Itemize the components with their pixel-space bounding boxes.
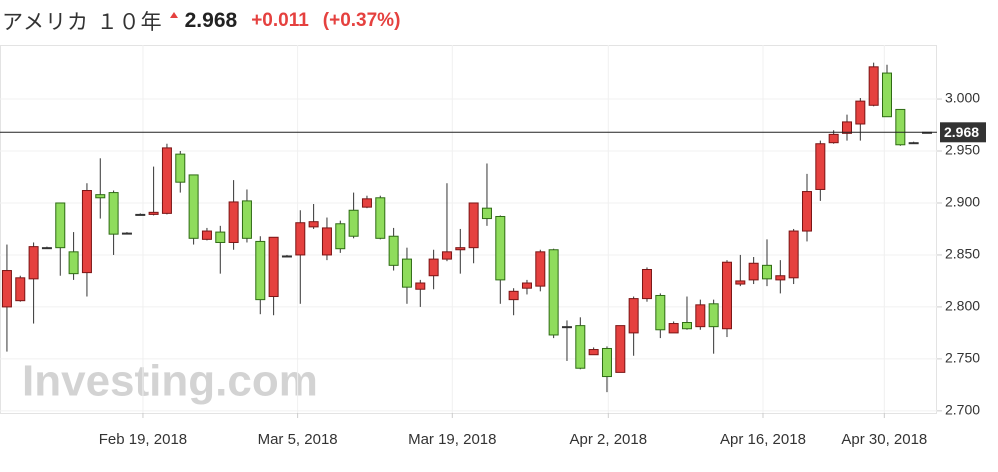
candle-body (201, 230, 212, 240)
candle-body (321, 227, 332, 256)
candle-body (641, 268, 652, 300)
candle-body (308, 221, 319, 228)
y-tick-label: 2.850 (945, 246, 980, 262)
candle-body (55, 202, 66, 249)
candle-body (28, 246, 39, 280)
candle-body (441, 251, 452, 260)
candle-body (401, 258, 412, 288)
candle-body (588, 349, 599, 356)
candle-body (108, 192, 119, 235)
last-price-box (940, 122, 986, 143)
candle-body (735, 280, 746, 285)
candle-body (1, 270, 12, 308)
candle-body (908, 142, 919, 145)
candle-body (801, 191, 812, 232)
candle-body (561, 326, 572, 329)
candle-body (255, 240, 266, 301)
y-tick-label: 2.950 (945, 142, 980, 158)
candle-body (721, 261, 732, 330)
y-tick-label: 2.700 (945, 402, 980, 418)
candle-body (188, 174, 199, 239)
header: アメリカ １０年 2.968 +0.011 (+0.37%) (2, 4, 400, 38)
candle-body (335, 223, 346, 250)
candle-body (828, 133, 839, 144)
candle-body (615, 325, 626, 373)
candle-body (895, 108, 906, 146)
candle-body (575, 325, 586, 369)
x-tick-label: Apr 2, 2018 (570, 431, 648, 448)
candle-body (748, 262, 759, 281)
candle-body (428, 258, 439, 277)
plot-frame (0, 45, 937, 414)
candle-body (775, 275, 786, 281)
y-tick-label: 2.900 (945, 194, 980, 210)
candle-body (41, 247, 52, 250)
x-tick-label: Feb 19, 2018 (99, 431, 187, 448)
candle-body (815, 143, 826, 190)
candle-body (788, 230, 799, 279)
candle-body (601, 347, 612, 378)
candle-body (268, 236, 279, 298)
x-tick-label: Mar 5, 2018 (258, 431, 338, 448)
x-tick-label: Apr 16, 2018 (720, 431, 806, 448)
candle-body (708, 303, 719, 328)
candle-body (508, 290, 519, 301)
x-tick-label: Apr 30, 2018 (841, 431, 927, 448)
candle-body (161, 147, 172, 214)
last-price-label: 2.968 (944, 124, 979, 140)
x-tick-label: Mar 19, 2018 (408, 431, 496, 448)
candle-body (81, 190, 92, 274)
candle-body (495, 215, 506, 281)
candle-body (121, 232, 132, 235)
candle-body (628, 298, 639, 334)
candle-body (695, 304, 706, 328)
candle-body (215, 231, 226, 243)
candle-body (655, 294, 666, 331)
watermark: Investing.com (22, 357, 318, 406)
candle-body (761, 264, 772, 280)
candle-body (455, 247, 466, 251)
candle-body (535, 251, 546, 287)
y-tick-label: 2.800 (945, 298, 980, 314)
candle-body (228, 201, 239, 243)
y-tick-label: 3.000 (945, 90, 980, 106)
last-price: 2.968 (184, 9, 238, 32)
candle-body (375, 197, 386, 239)
candle-body (681, 322, 692, 330)
candle-body (348, 209, 359, 237)
candle-body (868, 66, 879, 106)
change-percent: (+0.37%) (322, 10, 401, 31)
candle-body (135, 213, 146, 216)
candle-body (668, 323, 679, 334)
candle-body (281, 255, 292, 258)
candle-body (468, 202, 479, 249)
candle-body (175, 153, 186, 183)
candle-body (295, 222, 306, 256)
instrument-title: アメリカ １０年 (2, 10, 163, 34)
candle-body (361, 198, 372, 208)
candle-body (841, 121, 852, 134)
candle-body (95, 194, 106, 199)
candle-body (481, 207, 492, 220)
candle-body (521, 282, 532, 289)
up-arrow (169, 12, 178, 18)
candle-body (415, 282, 426, 290)
candle-body (548, 249, 559, 336)
candle-body (388, 235, 399, 266)
y-tick-label: 2.750 (945, 350, 980, 366)
candle-body (881, 72, 892, 118)
candle-body (855, 100, 866, 125)
candle-body (241, 200, 252, 239)
candle-body (15, 277, 26, 302)
candle-body (148, 211, 159, 215)
change: +0.011 (251, 10, 309, 31)
candle-body (68, 251, 79, 275)
